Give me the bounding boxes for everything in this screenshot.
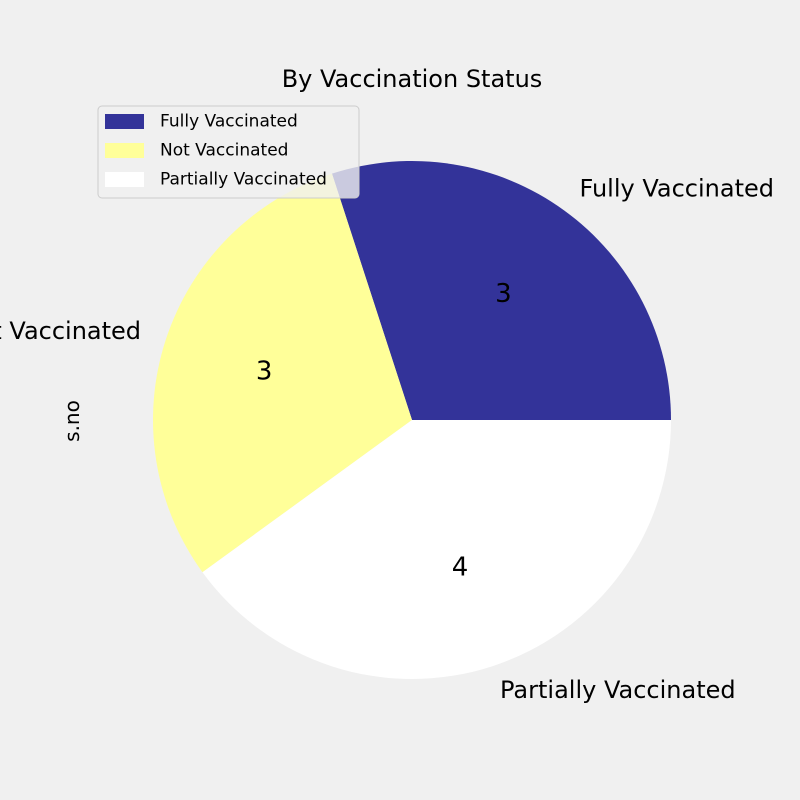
legend-swatch-partially-vaccinated [105,172,144,187]
legend-entries: Fully Vaccinated Not Vaccinated Partially … [105,112,327,190]
y-axis-label: s.no [60,400,84,442]
legend-frame [97,105,360,199]
value-label-fully-vaccinated: 3 [495,279,512,309]
pie-slice-labels: Fully Vaccinated Not Vaccinated Partially … [0,175,774,704]
legend-label-not-vaccinated: Not Vaccinated [160,141,288,161]
pie-slice-not-vaccinated [152,173,412,573]
slice-label-not-vaccinated: Not Vaccinated [0,317,141,345]
slice-label-fully-vaccinated: Fully Vaccinated [579,175,774,203]
value-label-partially-vaccinated: 4 [452,552,469,582]
chart-title: By Vaccination Status [282,65,543,93]
slice-label-partially-vaccinated: Partially Vaccinated [500,676,736,704]
legend-label-fully-vaccinated: Fully Vaccinated [160,112,298,132]
pie-slice-partially-vaccinated [202,420,671,679]
legend: Fully Vaccinated Not Vaccinated Partially … [97,105,360,199]
legend-label-partially-vaccinated: Partially Vaccinated [160,170,327,190]
value-label-not-vaccinated: 3 [256,356,273,386]
legend-swatch-fully-vaccinated [105,114,144,129]
pie-value-labels: 3 3 4 [256,279,512,583]
pie-slices [152,160,671,679]
legend-swatch-not-vaccinated [105,143,144,158]
pie-slice-fully-vaccinated [331,160,671,420]
